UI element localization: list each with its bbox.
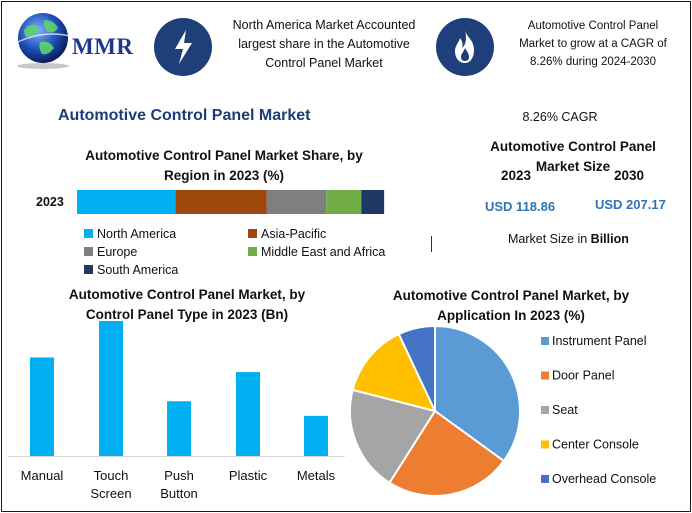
- main-title: Automotive Control Panel Market: [58, 107, 311, 124]
- pie-slice: [434, 324, 521, 463]
- callout-right: Automotive Control Panel Market to grow …: [503, 17, 683, 71]
- pie-legend-swatch: [541, 371, 549, 380]
- year-2023-label: 2023: [501, 168, 532, 183]
- value-2030: USD 207.17: [595, 197, 666, 212]
- type-category-label: Plastic: [229, 468, 268, 483]
- pie-slice: [349, 388, 437, 485]
- region-legend-label: Middle East and Africa: [261, 245, 385, 259]
- type-category-label: Screen: [90, 486, 131, 501]
- pie-legend-swatch: [541, 475, 549, 483]
- type-category-label: Push: [164, 468, 194, 483]
- footnote-unit: Billion: [590, 232, 629, 246]
- type-category-label: Button: [160, 486, 198, 501]
- lightning-bolt-icon: [154, 18, 212, 76]
- pie-legend-label: Seat: [552, 403, 578, 417]
- market-size-footnote: Market Size in Billion: [508, 232, 629, 246]
- type-category-label: Manual: [21, 468, 64, 483]
- type-bar: [304, 415, 328, 456]
- application-chart-title: Automotive Control Panel Market, by Appl…: [356, 286, 666, 326]
- pie-legend-label: Overhead Console: [552, 472, 656, 486]
- region-chart-title: Automotive Control Panel Market Share, b…: [64, 146, 384, 186]
- region-bar-segment: [326, 190, 362, 214]
- application-pie-chart: Instrument Panel Door Panel Seat Center Con…: [349, 324, 656, 497]
- callout-left-line-2: largest share in the Automotive: [238, 37, 410, 51]
- pie-slice: [397, 324, 436, 412]
- region-legend-swatch: [84, 265, 93, 274]
- region-share-chart: 2023 North America Asia-Pacific Europe Middl…: [36, 190, 385, 277]
- pie-legend-swatch: [541, 440, 549, 449]
- callout-left: North America Market Accounted largest s…: [215, 16, 433, 73]
- type-bar: [167, 401, 191, 456]
- market-size-title: Automotive Control Panel Market Size: [490, 139, 656, 174]
- type-category-label: Metals: [297, 468, 336, 483]
- value-2023: USD 118.86: [485, 199, 556, 214]
- region-legend-label: Europe: [97, 245, 137, 259]
- callout-right-line-2: Market to grow at a CAGR of: [519, 38, 667, 50]
- region-legend-label: South America: [97, 263, 178, 277]
- region-bar-segment: [175, 190, 267, 214]
- type-bar: [30, 357, 54, 456]
- application-chart-title-line-1: Automotive Control Panel Market, by: [392, 288, 630, 303]
- pie-slice: [388, 409, 506, 497]
- type-chart-title: Automotive Control Panel Market, by Cont…: [32, 285, 342, 325]
- pie-legend-swatch: [541, 406, 549, 414]
- divider-mark: [431, 236, 432, 252]
- region-legend-swatch: [248, 247, 257, 256]
- type-chart-title-line-1: Automotive Control Panel Market, by: [68, 287, 306, 302]
- region-legend-swatch: [84, 229, 93, 238]
- region-legend-swatch: [84, 247, 93, 256]
- type-category-label: Touch: [94, 468, 129, 483]
- region-chart-title-line-1: Automotive Control Panel Market Share, b…: [85, 148, 363, 163]
- callout-left-line-1: North America Market Accounted: [232, 18, 416, 32]
- region-bar-segment: [77, 190, 176, 214]
- callout-right-line-3: 8.26% during 2024-2030: [530, 56, 656, 68]
- logo: MMR: [10, 8, 145, 70]
- pie-legend-swatch: [541, 337, 549, 345]
- callout-left-line-3: Control Panel Market: [265, 56, 383, 70]
- pie-legend-label: Instrument Panel: [552, 334, 647, 348]
- pie-legend-label: Door Panel: [552, 369, 615, 383]
- region-category-label: 2023: [36, 195, 64, 209]
- flame-icon: [436, 18, 494, 76]
- region-bar-segment: [361, 190, 385, 214]
- type-bar: [236, 372, 260, 456]
- pie-legend-label: Center Console: [552, 438, 639, 452]
- type-bar: [99, 321, 123, 456]
- footnote-prefix: Market Size in: [508, 232, 591, 246]
- type-chart-title-line-2: Control Panel Type in 2023 (Bn): [85, 307, 289, 322]
- region-legend-label: North America: [97, 227, 176, 241]
- cagr-label: 8.26% CAGR: [522, 110, 598, 124]
- globe-logo-icon: [17, 13, 71, 69]
- application-chart-title-line-2: Application In 2023 (%): [437, 308, 585, 323]
- pie-slice: [351, 332, 437, 413]
- region-legend-label: Asia-Pacific: [261, 227, 326, 241]
- logo-text: MMR: [72, 34, 134, 59]
- region-legend-swatch: [248, 229, 257, 238]
- region-chart-title-line-2: Region in 2023 (%): [163, 168, 285, 183]
- control-panel-type-chart: Manual Touch Screen Push Button Plastic Metals: [8, 321, 345, 501]
- region-bar-segment: [266, 190, 327, 214]
- year-2030-label: 2030: [614, 168, 645, 183]
- callout-right-line-1: Automotive Control Panel: [527, 20, 659, 32]
